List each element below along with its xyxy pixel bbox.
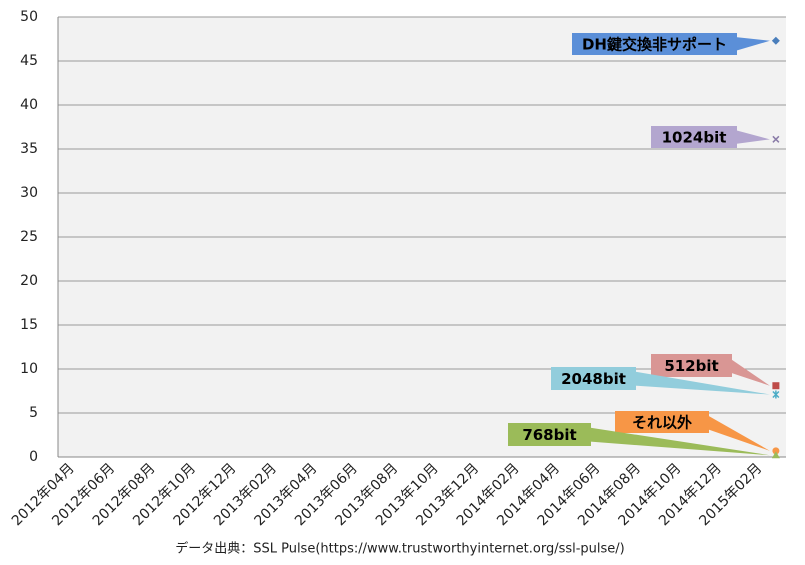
y-tick-label: 35 <box>20 141 38 157</box>
y-tick-label: 25 <box>20 229 38 245</box>
y-tick-label: 5 <box>29 405 38 421</box>
callout-pointer <box>730 358 770 386</box>
callout-box <box>651 126 737 148</box>
point <box>772 382 780 390</box>
point <box>772 390 780 399</box>
y-tick-label: 50 <box>20 9 38 25</box>
callout-pointer <box>735 130 770 144</box>
point <box>772 135 780 143</box>
series-label: 768bit <box>522 426 576 444</box>
caption: データ出典：SSL Pulse(https://www.trustworthyi… <box>175 541 625 557</box>
y-tick-label: 40 <box>20 97 38 113</box>
series-label: 2048bit <box>561 370 626 388</box>
series-label: それ以外 <box>632 414 692 432</box>
y-tick-label: 15 <box>20 317 38 333</box>
y-tick-label: 10 <box>20 361 38 377</box>
callout-pointer <box>735 37 770 51</box>
y-tick-label: 0 <box>29 449 38 465</box>
callout-box <box>615 411 709 433</box>
series-label: 1024bit <box>662 129 727 147</box>
callout-box <box>508 423 591 446</box>
y-tick-label: 45 <box>20 53 38 69</box>
callout-pointer <box>707 415 770 451</box>
y-tick-label: 30 <box>20 185 38 201</box>
y-tick-label: 20 <box>20 273 38 289</box>
point <box>772 447 780 455</box>
series-label: DH鍵交換非サポート <box>582 36 727 54</box>
callout-pointer <box>589 427 770 456</box>
callout-pointer <box>634 371 770 395</box>
point <box>771 451 780 459</box>
series-label: 512bit <box>664 357 718 375</box>
callout-box <box>572 33 737 55</box>
point <box>771 36 780 45</box>
callout-box <box>651 354 732 377</box>
callout-box <box>551 367 636 390</box>
